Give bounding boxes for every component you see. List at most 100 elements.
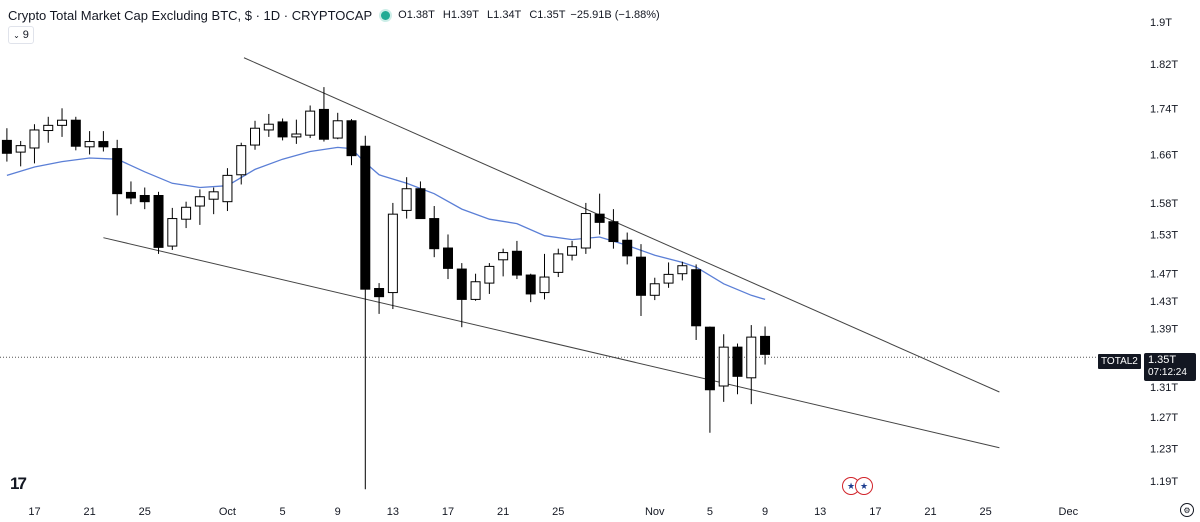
candle <box>580 202 591 254</box>
candle-body-down <box>443 247 454 269</box>
y-tick-label: 1.47T <box>1150 269 1178 281</box>
candle <box>746 325 757 405</box>
candle <box>360 135 371 490</box>
us-flag-icon: ★ <box>855 477 873 495</box>
candle-body-up <box>401 188 412 211</box>
candle-body-down <box>456 268 467 300</box>
symbol-price-tag: TOTAL2 <box>1098 354 1141 369</box>
candle-body-up <box>553 253 564 273</box>
x-tick-label: 5 <box>280 506 286 518</box>
candle <box>29 124 40 164</box>
candle-body-down <box>429 218 440 250</box>
ohlc-values: O1.38T H1.39T L1.34T C1.35T <box>398 9 570 21</box>
candle-body-up <box>498 252 509 261</box>
candle <box>401 177 412 219</box>
candle <box>718 334 729 402</box>
candle-body-up <box>250 127 261 146</box>
x-tick-label: Nov <box>645 506 665 518</box>
candle <box>15 140 26 167</box>
candle <box>84 131 95 155</box>
tradingview-logo-icon[interactable]: 17 <box>10 474 27 493</box>
candle-body-down <box>277 121 288 138</box>
candle-body-down <box>360 145 371 290</box>
candle <box>43 116 54 143</box>
candle-body-down <box>594 213 605 223</box>
candle <box>443 234 454 280</box>
ma-series-line <box>6 146 766 301</box>
candle-body-up <box>222 174 233 203</box>
economic-events-icon[interactable]: ★ ★ <box>842 477 873 495</box>
candle <box>332 112 343 140</box>
candle <box>677 261 688 281</box>
candle-body-up <box>649 283 660 296</box>
candle <box>236 142 247 185</box>
candle-body-down <box>704 326 715 391</box>
candle <box>511 240 522 280</box>
candle-body-up <box>84 141 95 148</box>
candle <box>57 108 68 137</box>
chart-legend: Crypto Total Market Cap Excluding BTC, $… <box>8 6 660 24</box>
lower-trendline[interactable] <box>103 237 1000 449</box>
y-tick-label: 1.74T <box>1150 103 1178 115</box>
candle <box>635 244 646 316</box>
candle <box>539 253 550 300</box>
x-tick-label: 25 <box>979 506 991 518</box>
candle <box>70 116 81 151</box>
open-value: O1.38T <box>398 9 435 21</box>
candle-body-up <box>236 145 247 176</box>
candle <box>567 240 578 261</box>
candle <box>153 191 164 254</box>
candle <box>760 326 771 365</box>
candle-body-down <box>525 274 536 295</box>
candle <box>649 277 660 301</box>
indicators-toggle-button[interactable]: ⌄ 9 <box>8 26 34 44</box>
candle-body-up <box>746 336 757 379</box>
candle <box>498 248 509 277</box>
x-tick-label: 17 <box>28 506 40 518</box>
candle-body-up <box>291 133 302 138</box>
candle-body-down <box>691 269 702 327</box>
candle-body-up <box>539 276 550 294</box>
candle-body-up <box>263 123 274 131</box>
y-tick-label: 1.66T <box>1150 149 1178 161</box>
low-value: L1.34T <box>487 9 522 21</box>
candle-body-down <box>318 108 329 140</box>
moving-average <box>6 146 766 301</box>
candle <box>622 232 633 265</box>
candle <box>305 105 316 139</box>
candle-body-down <box>153 194 164 248</box>
chart-title: Crypto Total Market Cap Excluding BTC, $… <box>8 7 373 23</box>
candle <box>139 187 150 210</box>
candle-body-up <box>484 265 495 284</box>
candle <box>125 181 136 205</box>
candle <box>181 201 192 229</box>
y-tick-label: 1.9T <box>1150 17 1172 29</box>
candle <box>484 263 495 294</box>
candle-body-down <box>608 221 619 243</box>
x-tick-label: Dec <box>1059 506 1079 518</box>
y-tick-label: 1.43T <box>1150 296 1178 308</box>
candle <box>250 120 261 150</box>
x-tick-label: Oct <box>219 506 236 518</box>
candle-body-up <box>332 120 343 139</box>
price-axis: 1.9T 1.82T 1.74T 1.66T 1.58T 1.53T 1.47T 1.43T 1… <box>1150 17 1178 488</box>
x-tick-label: 17 <box>869 506 881 518</box>
candle-body-up <box>567 246 578 256</box>
candle-body-up <box>43 124 54 132</box>
candle-body-up <box>181 206 192 220</box>
y-tick-label: 1.31T <box>1150 382 1178 394</box>
candle <box>704 326 715 433</box>
candle-body-up <box>15 145 26 153</box>
candle <box>167 207 178 250</box>
candle-body-up <box>580 213 591 249</box>
candle <box>208 187 219 215</box>
candle-body-down <box>732 346 743 377</box>
settings-gear-icon[interactable]: ⚙ <box>1180 503 1194 517</box>
indicators-count: 9 <box>22 29 29 41</box>
time-axis: 17 21 25 Oct 5 9 13 17 21 25 Nov 5 9 13 17 21 25 Dec <box>28 506 1078 518</box>
upper-trendline[interactable] <box>243 57 1000 393</box>
candle <box>374 283 385 314</box>
bar-countdown: 07:12:24 <box>1148 367 1187 378</box>
candle-body-down <box>125 191 136 199</box>
